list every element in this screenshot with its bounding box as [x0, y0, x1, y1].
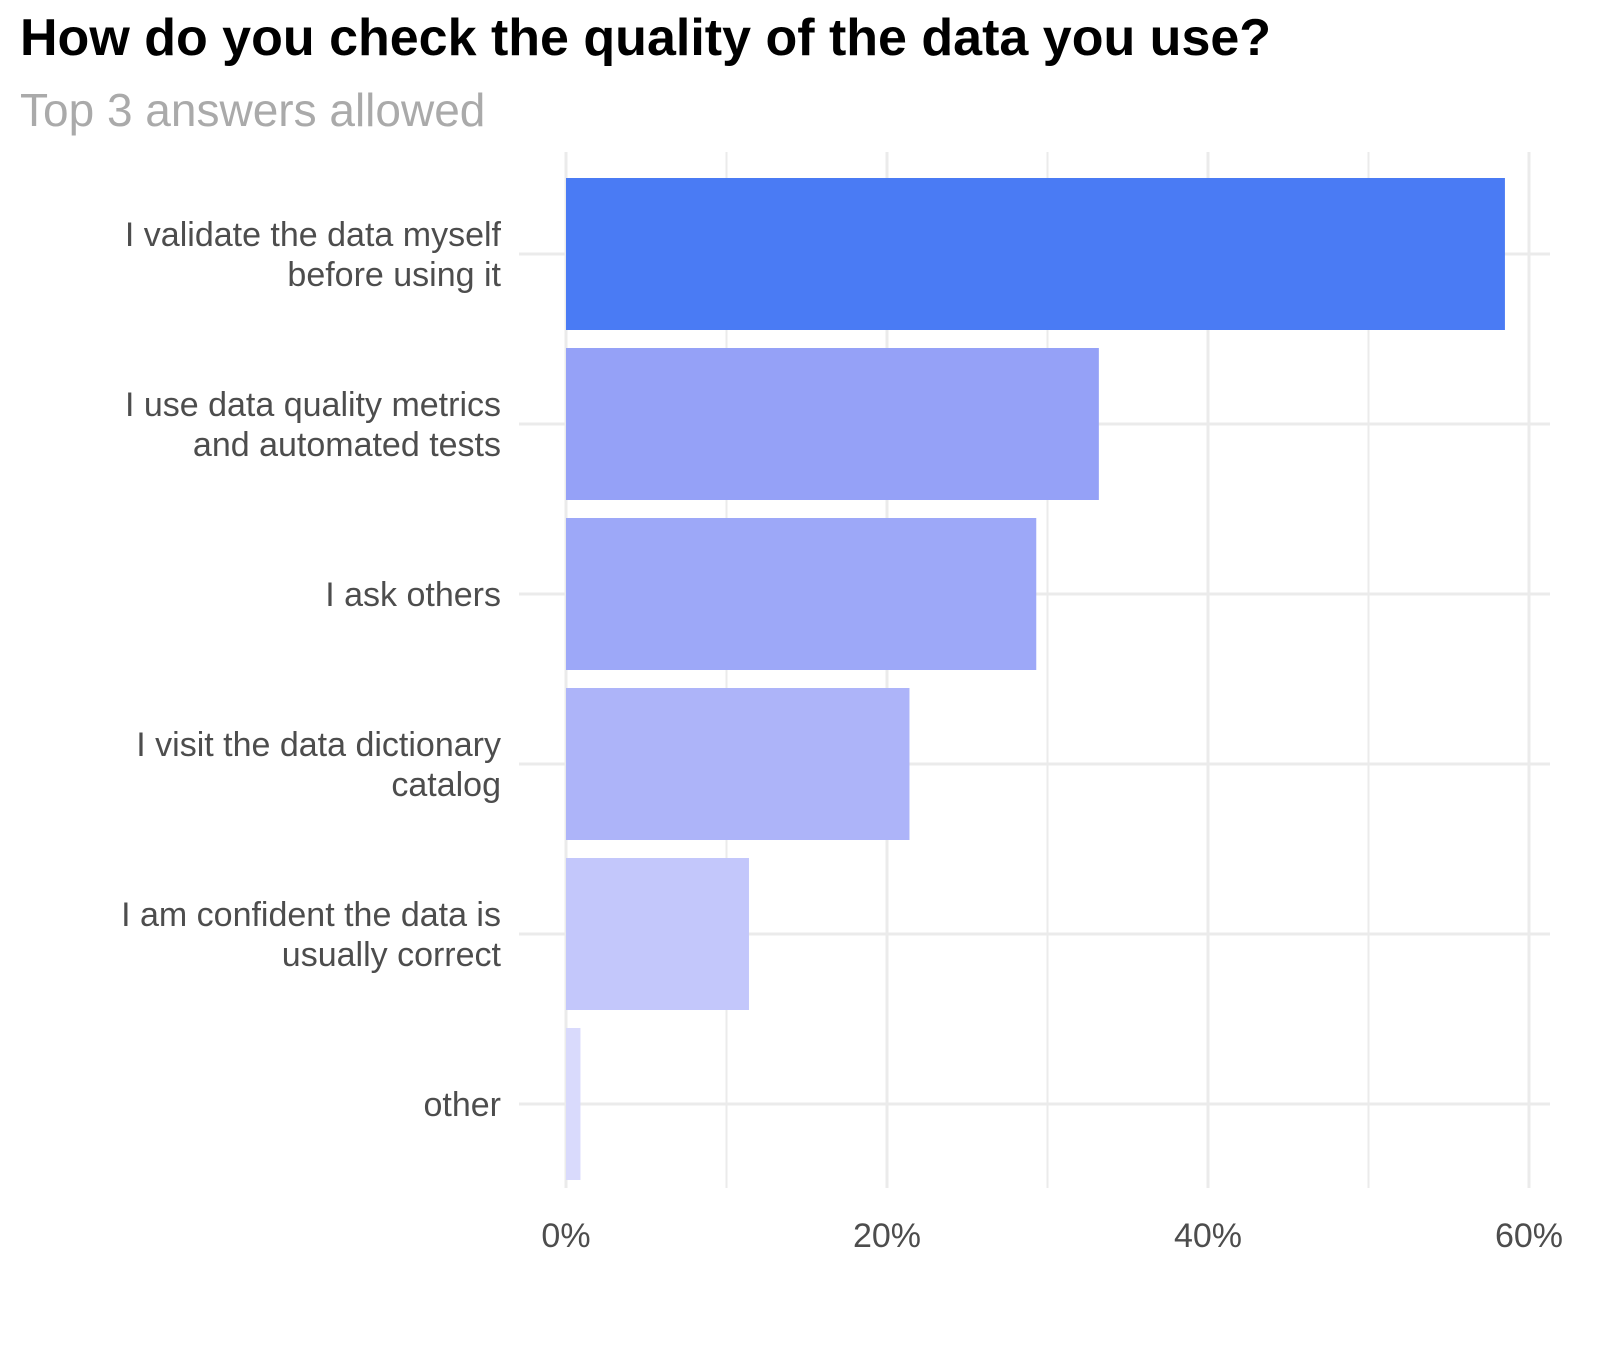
category-label: I validate the data myself [125, 216, 502, 254]
bar [566, 688, 910, 840]
category-label: I use data quality metrics [125, 386, 501, 424]
x-axis-ticks: 0% 20% 40% 60% [541, 1217, 1563, 1255]
category-label: I visit the data dictionary [136, 726, 501, 764]
x-tick-label: 20% [853, 1217, 921, 1255]
bar [566, 858, 749, 1010]
bar [566, 1028, 581, 1180]
chart-title: How do you check the quality of the data… [20, 9, 1272, 67]
category-label: other [424, 1086, 502, 1124]
bar [566, 348, 1099, 500]
category-label: I am confident the data is [121, 896, 501, 934]
category-labels: I validate the data myself before using … [121, 216, 501, 1124]
category-label: usually correct [282, 936, 502, 974]
x-tick-label: 0% [541, 1217, 590, 1255]
category-label: before using it [287, 256, 501, 294]
bars [566, 178, 1505, 1180]
category-label: and automated tests [193, 426, 501, 464]
chart-subtitle: Top 3 answers allowed [20, 84, 486, 136]
x-tick-label: 40% [1174, 1217, 1242, 1255]
category-label: I ask others [325, 576, 501, 614]
x-tick-label: 60% [1495, 1217, 1563, 1255]
bar [566, 178, 1505, 330]
bar [566, 518, 1037, 670]
category-label: catalog [391, 766, 501, 804]
